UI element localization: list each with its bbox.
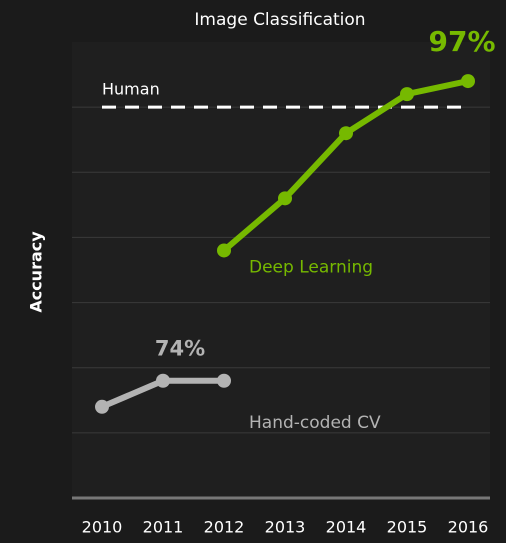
x-tick-label: 2015 xyxy=(387,518,428,537)
y-axis-label: Accuracy xyxy=(27,231,46,313)
data-point xyxy=(217,373,231,388)
x-tick-label: 2011 xyxy=(143,518,184,537)
plot-area xyxy=(72,42,490,498)
value-label: 74% xyxy=(155,337,205,361)
data-point xyxy=(339,126,353,141)
data-point xyxy=(156,373,170,388)
reference-label: Human xyxy=(102,80,160,99)
x-tick-label: 2013 xyxy=(265,518,306,537)
series-label: Deep Learning xyxy=(249,257,373,277)
x-tick-label: 2016 xyxy=(448,518,489,537)
value-label: 97% xyxy=(428,25,495,58)
series-label: Hand-coded CV xyxy=(249,413,381,433)
data-point xyxy=(95,399,109,414)
x-tick-label: 2012 xyxy=(204,518,245,537)
data-point xyxy=(461,74,475,89)
data-point xyxy=(400,87,414,102)
chart-title: Image Classification xyxy=(194,10,365,30)
data-point xyxy=(278,191,292,206)
x-tick-label: 2010 xyxy=(82,518,123,537)
x-tick-label: 2014 xyxy=(326,518,367,537)
data-point xyxy=(217,243,231,258)
